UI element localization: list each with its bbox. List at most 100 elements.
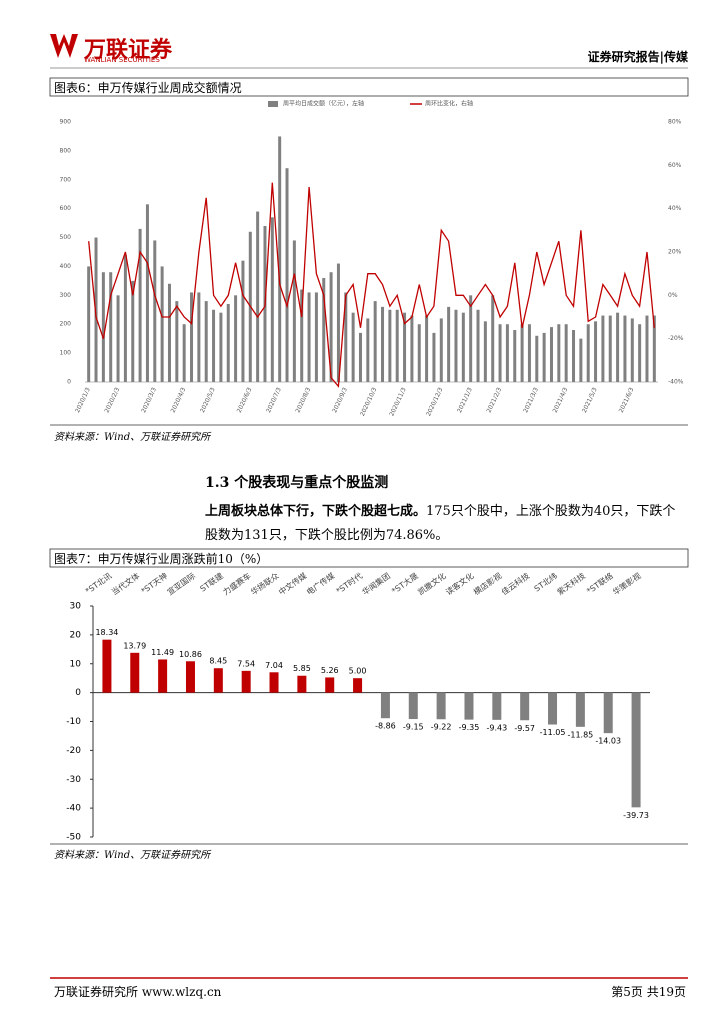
y2-tick-label: 60%	[668, 162, 682, 169]
x-tick-label: 2021/2/3	[485, 386, 503, 414]
y-tick-label: -20	[66, 746, 81, 756]
x-tick-label: *ST北讯	[84, 571, 114, 596]
bar	[256, 211, 260, 382]
bar	[408, 692, 418, 720]
line	[88, 182, 655, 388]
x-tick-label: 2020/1/3	[74, 386, 92, 414]
bar	[564, 324, 568, 382]
bar	[623, 315, 627, 382]
x-tick-label: 2020/7/3	[265, 386, 283, 414]
bar	[353, 678, 363, 693]
x-tick-label: *ST天神	[139, 570, 169, 595]
bar	[638, 324, 642, 382]
data-label: 7.54	[237, 659, 255, 668]
y-tick-label: 200	[60, 321, 72, 328]
data-label: -39.73	[623, 811, 649, 820]
paragraph: 上周板块总体下行，下跌个股超七成。175只个股中，上涨个股数为40只，下跌个股数…	[205, 500, 685, 548]
bar	[153, 240, 157, 382]
bar	[491, 295, 495, 382]
x-tick-label: *ST时代	[334, 570, 364, 595]
logo-mark	[50, 34, 78, 58]
legend-swatch	[268, 101, 278, 107]
x-tick-label: 力盛赛车	[221, 570, 253, 597]
bar	[285, 168, 289, 382]
x-tick-label: 2020/6/3	[236, 386, 254, 414]
data-label: -11.85	[567, 730, 593, 739]
bar	[197, 292, 201, 382]
x-tick-label: 2021/6/3	[618, 386, 636, 414]
bar	[417, 324, 421, 382]
x-tick-label: 凯撒文化	[416, 570, 448, 597]
bar	[204, 301, 208, 382]
bar	[160, 266, 164, 382]
bar	[527, 324, 531, 382]
data-label: 8.45	[209, 657, 227, 666]
bar	[234, 295, 238, 382]
x-tick-label: 读客文化	[444, 570, 476, 597]
bar	[542, 332, 546, 382]
bar	[395, 309, 399, 382]
bar	[175, 301, 179, 382]
bar	[388, 309, 392, 382]
bar	[492, 692, 502, 720]
x-tick-label: 当代文体	[109, 570, 141, 597]
x-tick-label: *ST联络	[585, 570, 615, 595]
source: 资料来源：Wind、万联证券研究所	[54, 850, 211, 861]
y-tick-label: 10	[70, 659, 82, 669]
logo-en: WANLIAN SECURITIES	[84, 56, 160, 64]
data-label: 11.49	[151, 648, 174, 657]
bar	[381, 306, 385, 382]
data-label: -9.15	[403, 723, 424, 732]
paragraph-text: 175只个股中，上涨个股数为40只，下跌个股数为131只，下跌个股比例为74.8…	[205, 504, 676, 543]
y-tick-label: 0	[75, 688, 81, 698]
bar	[358, 332, 362, 382]
bar	[652, 315, 656, 382]
bar	[167, 283, 171, 382]
section-heading: 1.3 个股表现与重点个股监测	[205, 475, 389, 491]
bar	[520, 692, 530, 721]
data-label: -9.43	[486, 723, 507, 732]
bar	[138, 228, 142, 382]
y2-tick-label: 40%	[668, 205, 682, 212]
bar	[601, 315, 605, 382]
bar	[469, 295, 473, 382]
bar	[87, 266, 91, 382]
bar	[594, 321, 598, 382]
bar	[505, 324, 509, 382]
x-tick-label: 华闻集团	[360, 570, 392, 597]
bar	[116, 295, 120, 382]
bar	[131, 280, 135, 382]
bar	[572, 330, 576, 382]
bar	[575, 692, 585, 727]
x-tick-label: 2021/4/3	[552, 386, 570, 414]
bar	[630, 318, 634, 382]
bar	[645, 315, 649, 382]
bar	[130, 652, 140, 693]
bar	[213, 668, 223, 693]
data-label: -14.03	[595, 737, 621, 746]
bar	[535, 335, 539, 382]
bar	[548, 692, 558, 725]
bar	[351, 312, 355, 382]
bar	[314, 292, 318, 382]
y-tick-label: 30	[70, 602, 82, 612]
y-tick-label: 400	[60, 263, 72, 270]
footer-right: 第5页 共19页	[611, 985, 686, 999]
data-label: -8.86	[375, 722, 396, 731]
bar	[270, 217, 274, 382]
y2-tick-label: 20%	[668, 249, 682, 256]
bar	[145, 204, 149, 382]
x-tick-label: 2021/5/3	[581, 386, 599, 414]
data-label: 7.04	[265, 661, 283, 670]
data-label: 5.00	[349, 667, 367, 676]
x-tick-label: 2020/12/3	[425, 386, 444, 417]
x-tick-label: 2020/4/3	[170, 386, 188, 414]
bar	[190, 292, 194, 382]
y2-tick-label: -20%	[668, 335, 684, 342]
bar	[380, 692, 390, 719]
x-tick-label: 2020/9/3	[331, 386, 349, 414]
bar	[278, 136, 282, 382]
bar	[549, 327, 553, 382]
x-tick-label: 电广传媒	[304, 570, 336, 597]
bar	[483, 321, 487, 382]
